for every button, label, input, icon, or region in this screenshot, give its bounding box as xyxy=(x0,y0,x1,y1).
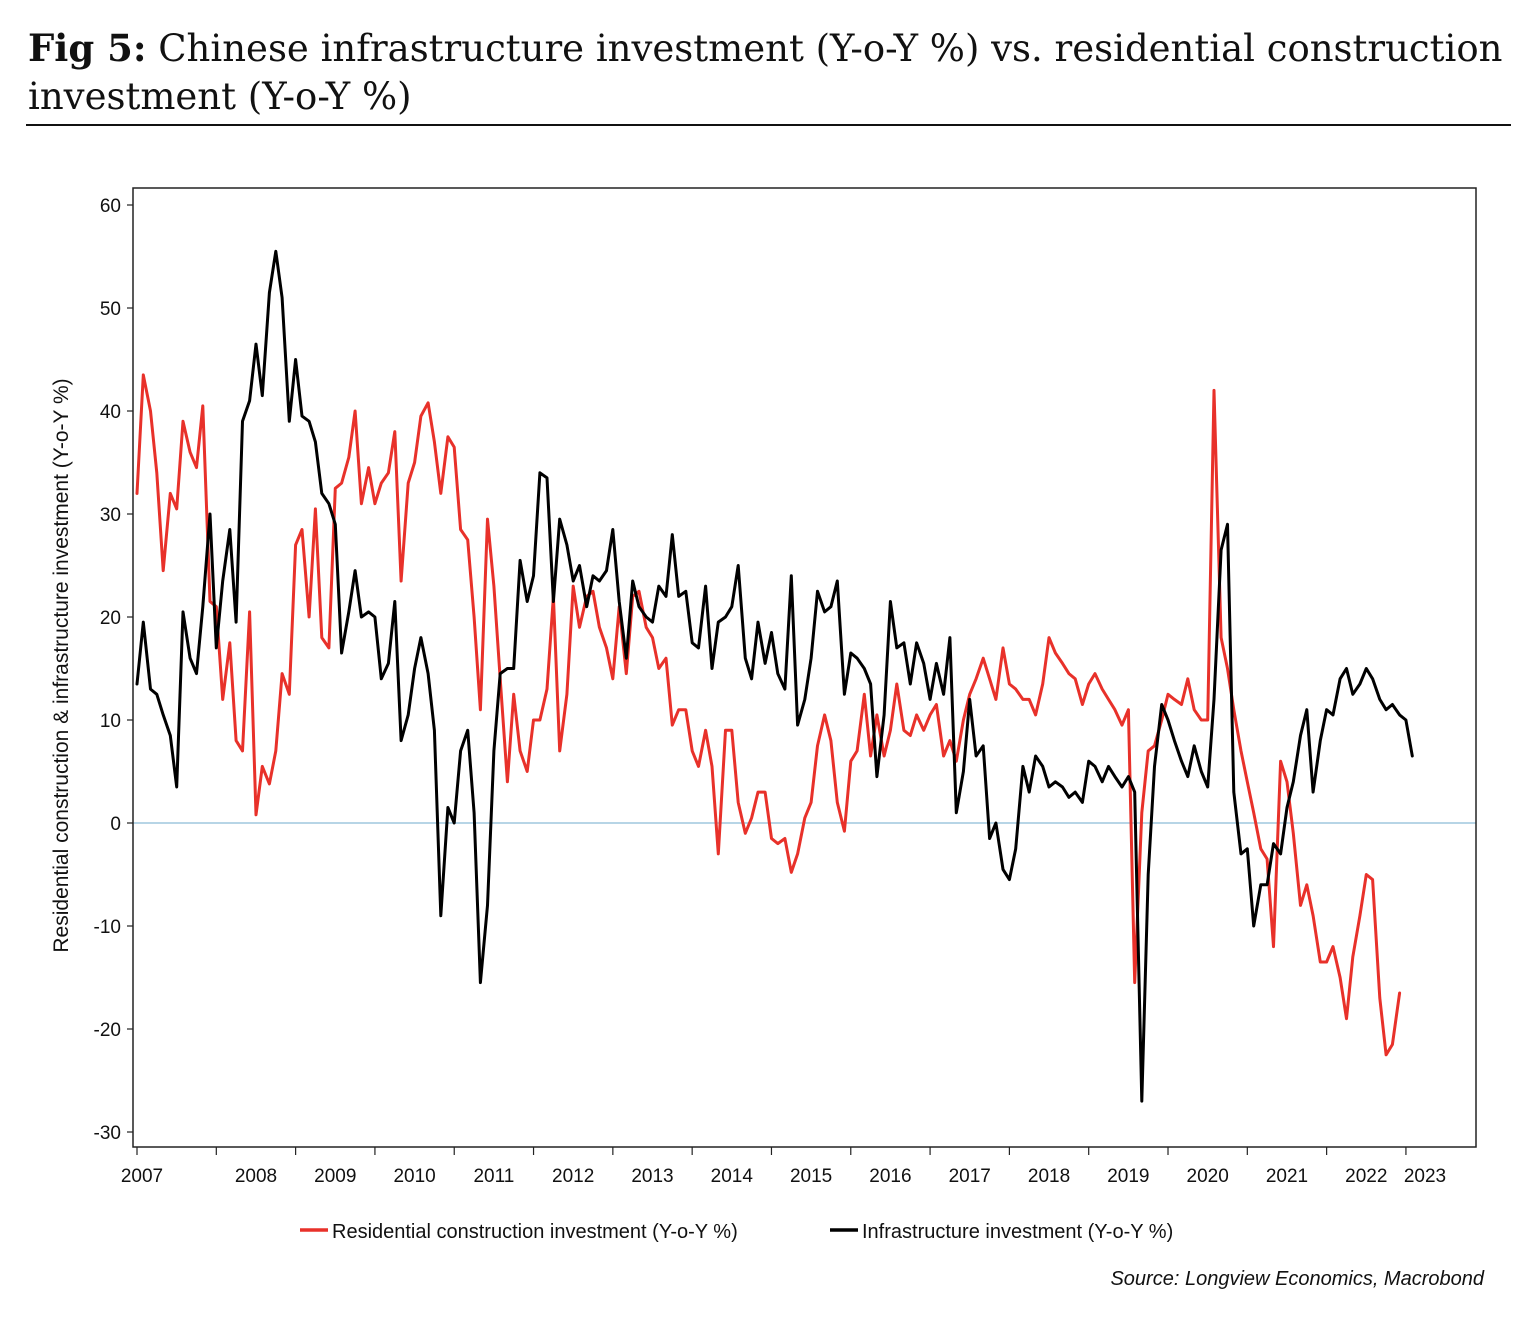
legend-label: Infrastructure investment (Y-o-Y %) xyxy=(862,1221,1173,1243)
x-tick-label: 2017 xyxy=(949,1166,991,1187)
y-tick-label: -10 xyxy=(94,917,121,938)
title-divider xyxy=(26,124,1511,126)
x-tick-label: 2016 xyxy=(869,1166,911,1187)
x-tick-label: 2015 xyxy=(790,1166,832,1187)
x-tick-label: 2011 xyxy=(473,1166,514,1187)
y-axis-label: Residential construction & infrastructur… xyxy=(50,378,73,952)
y-tick-label: 20 xyxy=(100,608,121,629)
source-note: Source: Longview Economics, Macrobond xyxy=(1110,1268,1484,1290)
figure-label: Fig 5: xyxy=(28,26,147,70)
y-tick-label: 40 xyxy=(100,402,121,423)
y-tick-label: 60 xyxy=(100,196,121,217)
x-tick-label: 2021 xyxy=(1266,1166,1308,1187)
x-tick-label: 2018 xyxy=(1028,1166,1070,1187)
figure-title-text: Chinese infrastructure investment (Y-o-Y… xyxy=(28,27,1503,118)
x-tick-label: 2010 xyxy=(393,1166,435,1187)
x-tick-label: 2008 xyxy=(235,1166,277,1187)
x-tick-label: 2014 xyxy=(711,1166,754,1187)
x-tick-label: 2009 xyxy=(314,1166,356,1187)
x-tick-label: 2022 xyxy=(1345,1166,1387,1187)
y-tick-label: 50 xyxy=(100,299,121,320)
x-tick-label: 2023 xyxy=(1404,1166,1446,1187)
legend-label: Residential construction investment (Y-o… xyxy=(332,1221,738,1243)
x-tick-label: 2020 xyxy=(1187,1166,1229,1187)
x-tick-label: 2019 xyxy=(1107,1166,1149,1187)
series-residential-line xyxy=(135,373,1402,1057)
chart-title: Fig 5: Chinese infrastructure investment… xyxy=(28,24,1510,121)
y-tick-label: 30 xyxy=(100,505,121,526)
plot-frame xyxy=(132,187,1477,1148)
x-tick-label: 2012 xyxy=(552,1166,594,1187)
x-tick-label: 2013 xyxy=(631,1166,673,1187)
x-tick-label: 2007 xyxy=(121,1166,163,1187)
y-tick-label: 10 xyxy=(100,711,121,732)
y-tick-label: 0 xyxy=(110,814,121,835)
y-tick-label: -30 xyxy=(94,1123,121,1144)
series-infrastructure-line xyxy=(135,249,1414,1103)
legend: Residential construction investment (Y-o… xyxy=(300,1221,1173,1243)
y-tick-label: -20 xyxy=(94,1020,121,1041)
